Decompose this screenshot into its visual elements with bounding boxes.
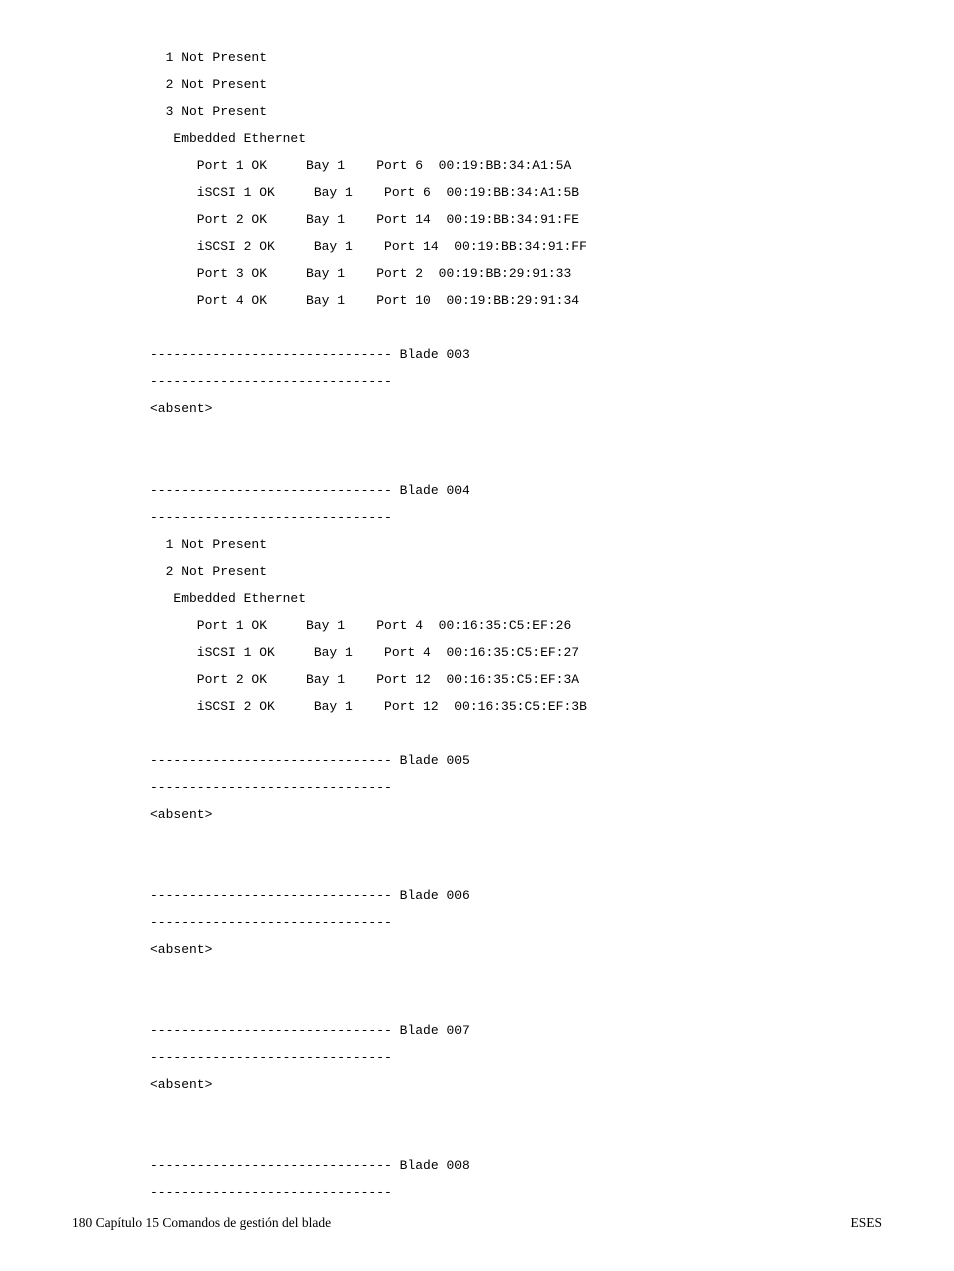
page-footer: 180 Capítulo 15 Comandos de gestión del … <box>0 1215 954 1235</box>
footer-right-text: ESES <box>850 1215 882 1231</box>
page-content: 1 Not Present 2 Not Present 3 Not Presen… <box>0 0 954 1206</box>
terminal-output: 1 Not Present 2 Not Present 3 Not Presen… <box>150 44 954 1206</box>
footer-left-text: 180 Capítulo 15 Comandos de gestión del … <box>72 1215 331 1231</box>
